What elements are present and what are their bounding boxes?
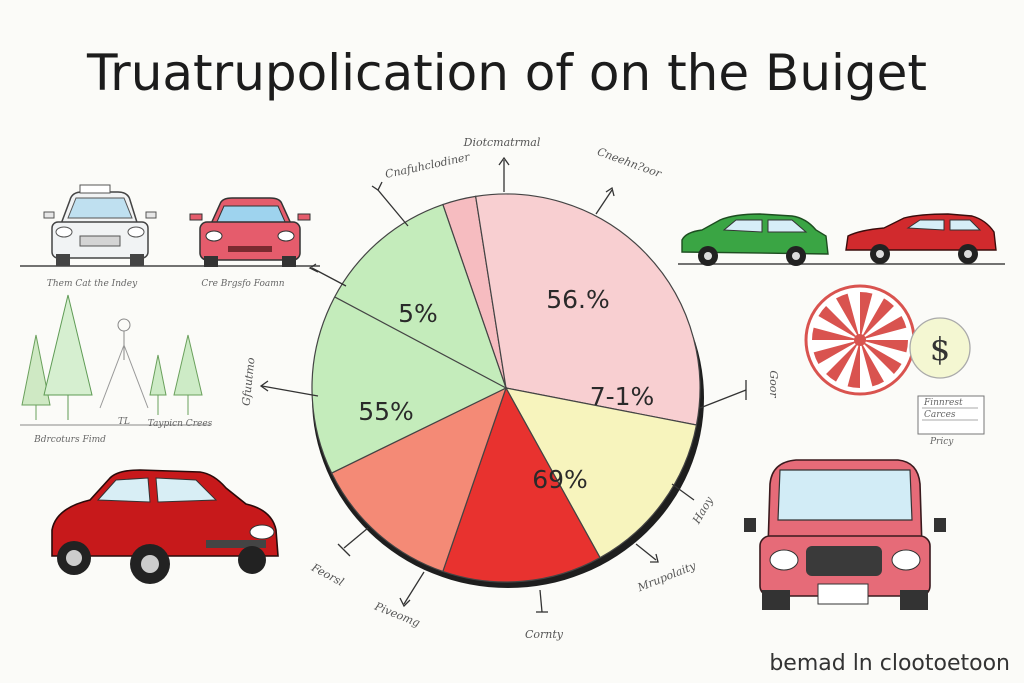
wheel-segment <box>826 340 860 382</box>
pie-slice-2 <box>474 193 701 426</box>
wheel-segment <box>812 327 860 340</box>
pie-slice-3 <box>504 387 698 559</box>
wheel-segment <box>836 293 860 340</box>
chart-title: Truatrupolication of on the Buiget <box>86 44 927 102</box>
wheel-segment <box>860 340 902 374</box>
wheel-segment <box>813 340 860 364</box>
leader-line-11 <box>343 527 369 549</box>
trees-caption-2: Taypicn Crees <box>148 419 213 429</box>
wheel-segment <box>860 292 873 340</box>
wheel-segment <box>860 316 907 340</box>
wheel-segment <box>847 340 860 388</box>
pie-slice-5 <box>330 386 508 573</box>
callout-label-7: Mrupolaity <box>635 559 699 595</box>
callout-label-9: Piveomg <box>372 599 422 629</box>
pink-car-icon <box>189 197 311 267</box>
callout-label-6: Haoy <box>690 494 717 527</box>
green-car-icon <box>681 213 829 266</box>
pink-van-icon <box>744 459 946 610</box>
trees-illustration <box>20 294 210 426</box>
red-car-icon <box>51 469 279 584</box>
wheel-segment <box>860 340 909 353</box>
wheel-segment <box>818 306 860 340</box>
leader-line-3 <box>595 189 613 215</box>
leader-line-8 <box>635 543 657 561</box>
leader-line-5 <box>261 385 319 397</box>
leader-line-9 <box>539 589 543 613</box>
receipt-card <box>917 395 985 435</box>
pie-label-5: 55% <box>358 397 414 426</box>
pie-label-4: 69% <box>532 465 588 494</box>
white-car-caption: Them Cat the Indey <box>47 279 138 289</box>
leader-line-4 <box>311 267 347 287</box>
pie-label-3: 7-1% <box>590 382 655 411</box>
callout-leaders <box>259 156 747 613</box>
pink-car-caption: Cre Brgsfo Foamn <box>201 279 284 289</box>
footer-caption: bemad ln clootoetoon <box>769 651 1010 676</box>
dollar-coin-icon <box>909 317 971 379</box>
receipt-line-2: Carces <box>924 410 956 420</box>
trees-mark: TL <box>118 417 130 427</box>
callout-label-5: Goor <box>767 370 780 398</box>
leader-line-10 <box>403 571 425 605</box>
pie-divider <box>334 296 507 389</box>
wheel-segment <box>860 340 884 387</box>
pie-slice-4 <box>442 386 601 583</box>
callout-label-1: Cnafuhclodiner <box>384 150 472 181</box>
callout-label-3: Cneehn?oor <box>595 145 663 180</box>
receipt-line-1: Finnrest <box>923 398 963 408</box>
red-sports-car-icon <box>845 213 997 264</box>
budget-wheel-icon <box>804 284 916 396</box>
white-car-icon <box>43 184 157 266</box>
trees-caption-1: Bdrcoturs Fimd <box>33 435 106 445</box>
callout-label-4: Gfuutmo <box>240 356 258 406</box>
pie-slice-6 <box>311 203 507 474</box>
pie-label-2: 56.% <box>546 285 610 314</box>
wheel-segment <box>860 298 894 340</box>
callout-label-10: Feorsl <box>308 561 346 589</box>
pie-label-1: 5% <box>398 299 438 328</box>
leader-line-1 <box>377 189 409 227</box>
leader-line-7 <box>671 483 695 501</box>
leader-line-6 <box>699 389 747 409</box>
dollar-sign: $ <box>930 330 950 368</box>
budget-pie-chart: 5% 56.% 7-1% 69% 55% <box>311 193 704 588</box>
callout-label-8: Cornty <box>525 628 564 641</box>
callout-label-2: Diotcmatrmal <box>463 136 541 149</box>
receipt-caption: Pricy <box>929 437 954 447</box>
